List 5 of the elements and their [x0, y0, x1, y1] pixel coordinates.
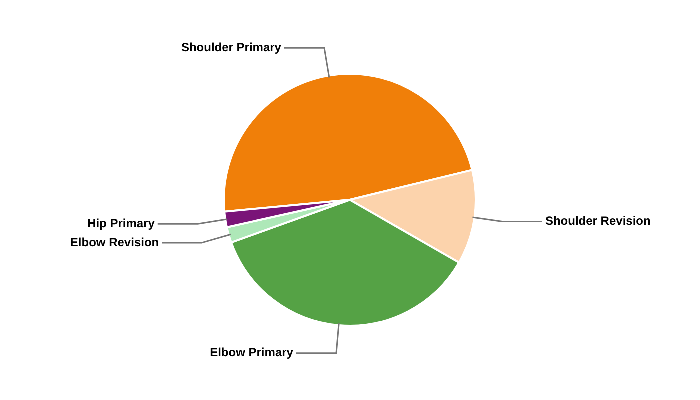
slice-label: Elbow Primary	[210, 346, 294, 360]
slice-label: Shoulder Revision	[545, 214, 651, 228]
slice-label: Elbow Revision	[70, 235, 160, 250]
slice-label: Shoulder Primary	[181, 40, 282, 54]
slice-label: Hip Primary	[88, 216, 156, 230]
